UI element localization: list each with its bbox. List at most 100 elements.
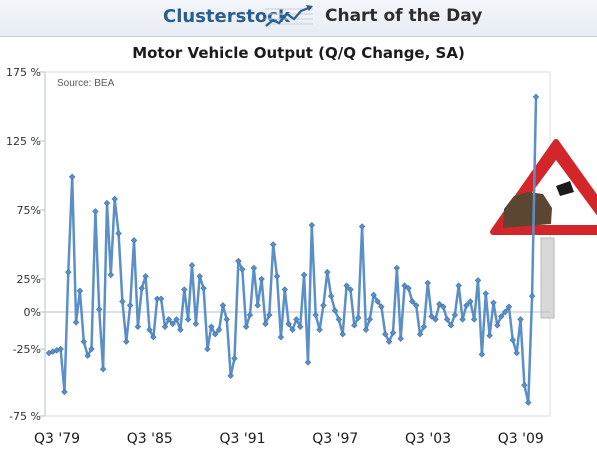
data-point — [96, 306, 103, 313]
data-point — [312, 311, 319, 319]
y-tick-label: 0% — [24, 306, 41, 319]
data-point — [505, 303, 513, 310]
data-point — [327, 292, 335, 300]
data-point — [76, 287, 84, 295]
data-point — [397, 335, 404, 342]
data-point — [463, 302, 470, 309]
data-point — [111, 195, 118, 203]
data-point — [297, 323, 304, 331]
data-point — [451, 311, 459, 319]
data-point — [103, 199, 111, 207]
source-note: Source: BEA — [57, 78, 115, 89]
data-point — [382, 330, 389, 338]
data-point — [412, 302, 420, 309]
data-point — [250, 264, 258, 272]
data-point — [246, 311, 254, 319]
header-subtitle: Chart of the Day — [325, 6, 483, 26]
data-point — [254, 302, 261, 309]
data-point — [173, 316, 180, 323]
data-point — [467, 298, 474, 305]
data-point — [235, 257, 242, 265]
data-point — [281, 286, 288, 293]
x-tick-label: Q3 '97 — [312, 431, 358, 447]
data-point — [188, 261, 196, 269]
data-point — [385, 338, 393, 345]
data-point — [331, 307, 339, 314]
site-brand[interactable]: Clusterstock — [163, 6, 290, 27]
data-point — [497, 313, 505, 320]
data-point — [68, 173, 76, 181]
data-point — [389, 329, 397, 336]
data-point — [436, 300, 443, 308]
y-tick-label: 175 % — [6, 66, 41, 79]
data-point — [277, 333, 285, 341]
data-point — [324, 268, 331, 276]
data-point — [378, 303, 385, 310]
data-point — [196, 273, 203, 280]
data-point — [347, 286, 354, 293]
trend-chart-icon — [265, 5, 313, 27]
x-axis: Q3 '79 Q3 '85 Q3 '91 Q3 '97 Q3 '03 Q3 '09 — [34, 431, 544, 447]
plot-area — [45, 93, 540, 406]
data-point — [482, 290, 489, 297]
data-point — [532, 93, 540, 101]
data-point — [88, 345, 95, 353]
data-point — [432, 316, 439, 323]
data-point — [72, 319, 80, 326]
data-point — [165, 316, 173, 323]
data-point — [416, 330, 424, 338]
data-point — [405, 285, 412, 292]
data-point — [169, 320, 176, 328]
data-point — [316, 326, 323, 333]
data-point — [208, 323, 215, 331]
data-point — [486, 332, 493, 339]
data-point — [92, 208, 99, 215]
y-tick-label: 125 % — [6, 135, 41, 148]
data-point — [459, 316, 466, 323]
data-point — [161, 323, 169, 331]
data-point — [455, 282, 462, 289]
x-tick-label: Q3 '09 — [498, 431, 544, 447]
data-point — [239, 266, 246, 273]
data-point — [339, 330, 346, 338]
data-point — [525, 399, 532, 406]
x-tick-label: Q3 '85 — [127, 431, 173, 447]
data-point — [123, 338, 130, 345]
data-point — [262, 320, 269, 328]
x-tick-label: Q3 '91 — [220, 431, 266, 447]
data-point — [428, 313, 435, 320]
data-point — [215, 326, 223, 333]
data-point — [490, 299, 497, 306]
data-point — [335, 316, 343, 323]
data-point — [362, 326, 370, 333]
data-point — [181, 286, 188, 293]
data-point — [219, 302, 227, 309]
data-point — [84, 352, 91, 359]
data-point — [478, 351, 486, 358]
data-point — [409, 298, 416, 305]
y-tick-label: -25% — [13, 343, 41, 356]
x-tick-label: Q3 '03 — [405, 431, 451, 447]
data-point — [289, 326, 296, 333]
data-point — [509, 336, 517, 344]
data-point — [65, 268, 72, 276]
data-point — [351, 322, 358, 329]
data-point — [521, 381, 528, 389]
data-point — [393, 264, 401, 272]
data-point — [211, 330, 219, 338]
data-point — [231, 355, 238, 362]
data-point — [126, 302, 134, 309]
data-point — [61, 388, 68, 396]
data-point — [343, 282, 350, 289]
data-point — [443, 316, 451, 323]
data-point — [200, 285, 207, 292]
data-point — [266, 311, 273, 319]
data-point — [501, 308, 509, 316]
site-header: Clusterstock Chart of the Day — [0, 0, 597, 37]
data-point — [80, 338, 88, 345]
data-point — [285, 320, 292, 328]
falling-rocks-warning-sign-icon — [490, 139, 597, 319]
chart-title: Motor Vehicle Output (Q/Q Change, SA) — [132, 44, 465, 62]
data-point — [517, 316, 524, 323]
